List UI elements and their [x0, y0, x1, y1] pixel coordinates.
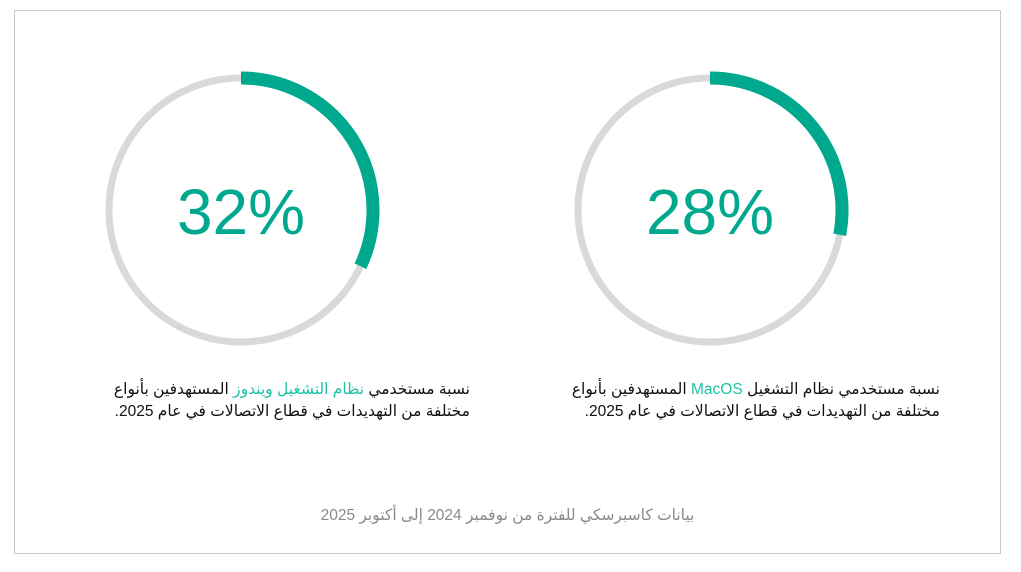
value-label: 32%	[177, 176, 305, 248]
value-label: 28%	[646, 176, 774, 248]
caption-text: المستهدفين بأنواع مختلفة من التهديدات في…	[113, 381, 470, 420]
caption-text: نسبة مستخدمي	[364, 381, 470, 398]
footer: بيانات كاسبرسكي للفترة من نوفمبر 2024 إل…	[320, 507, 695, 524]
caption: نسبة مستخدمي نظام التشغيل MacOS المستهدف…	[560, 379, 940, 423]
ring-arc	[709, 71, 849, 236]
caption: نسبة مستخدمي نظام التشغيل ويندوز المستهد…	[90, 379, 470, 423]
caption-text: نسبة مستخدمي نظام التشغيل	[742, 381, 940, 398]
ring-arc	[240, 71, 380, 269]
caption-highlight: نظام التشغيل ويندوز	[233, 381, 365, 398]
caption-text: المستهدفين بأنواع مختلفة من التهديدات في…	[571, 381, 940, 420]
caption-highlight: MacOS	[691, 381, 743, 398]
frame	[14, 10, 1001, 554]
